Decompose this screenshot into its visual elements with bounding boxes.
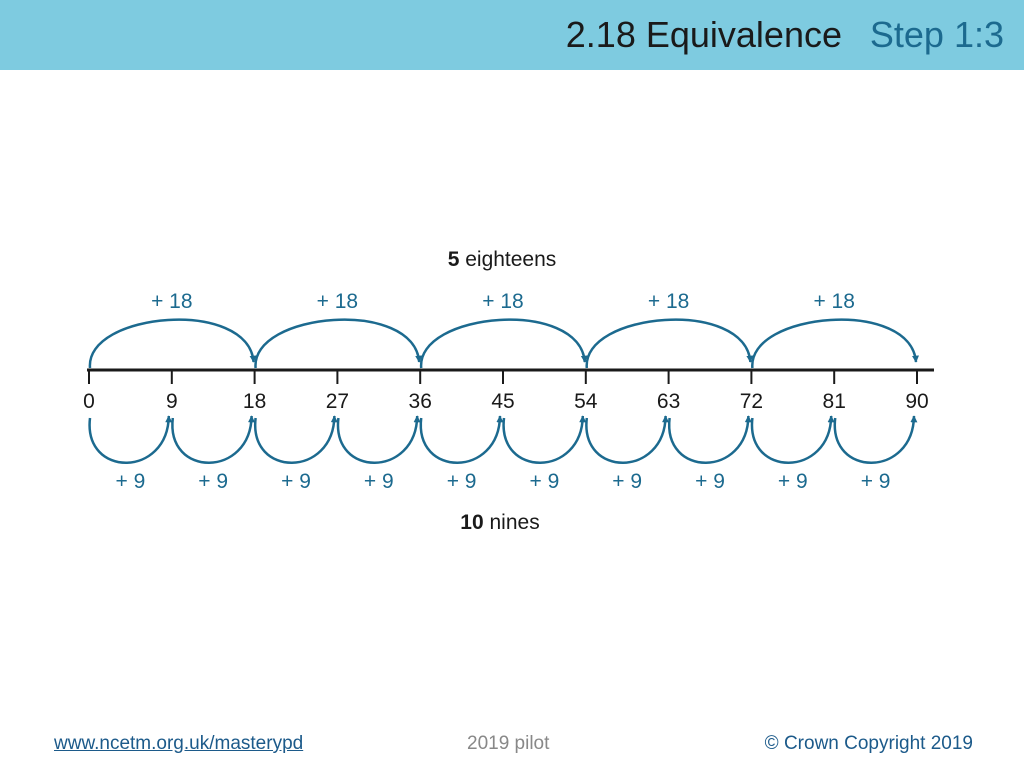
small-jump-label: + 9	[447, 470, 477, 493]
large-jump-label: + 18	[813, 290, 854, 313]
tick-label: 90	[905, 390, 928, 413]
small-jump-label: + 9	[861, 470, 891, 493]
large-jump-label: + 18	[482, 290, 523, 313]
tick-label: 54	[574, 390, 598, 413]
tick-label: 18	[243, 390, 266, 413]
large-jumps-group: + 18 + 18 + 18 + 18 + 18	[88, 290, 919, 369]
small-jump-arrow	[585, 415, 669, 464]
tick-label: 0	[83, 390, 95, 413]
footer-website-link[interactable]: www.ncetm.org.uk/masterypd	[54, 733, 304, 754]
tick-label: 72	[740, 390, 763, 413]
page-title: 2.18 Equivalence	[565, 14, 842, 55]
large-jump-arrow	[254, 318, 423, 369]
large-jump-arrow	[419, 318, 588, 369]
large-jump-arrow	[585, 318, 754, 369]
tick-label: 63	[657, 390, 680, 413]
bottom-label-number: 10	[460, 511, 483, 534]
tick-label: 36	[409, 390, 432, 413]
bottom-label: 10 nines	[460, 511, 539, 534]
small-jump-arrow	[833, 415, 918, 464]
bottom-label-text: nines	[490, 511, 540, 534]
small-jump-arrow	[668, 415, 752, 464]
top-label-number: 5	[448, 248, 460, 271]
footer-pilot-label: 2019 pilot	[467, 733, 550, 754]
small-jump-label: + 9	[612, 470, 642, 493]
small-jump-arrow	[750, 415, 835, 464]
header-bar: 2.18 Equivalence Step 1:3	[0, 0, 1024, 70]
small-jumps-group: + 9 + 9 + 9 + 9 + 9 + 9 + 9 + 9 + 9 + 9	[88, 415, 918, 493]
large-jump-label: + 18	[648, 290, 689, 313]
small-jump-arrow	[502, 415, 587, 464]
large-jump-arrow	[88, 318, 257, 369]
large-jump-label: + 18	[317, 290, 358, 313]
small-jump-arrow	[419, 415, 504, 464]
large-jump-arrow	[751, 318, 919, 369]
small-jump-label: + 9	[116, 470, 146, 493]
top-label-text: eighteens	[465, 248, 556, 271]
small-jump-arrow	[171, 415, 255, 464]
small-jump-label: + 9	[198, 470, 228, 493]
small-jump-label: + 9	[778, 470, 808, 493]
small-jump-arrow	[88, 415, 173, 464]
tick-label: 45	[491, 390, 514, 413]
small-jump-label: + 9	[364, 470, 394, 493]
tick-label: 81	[823, 390, 846, 413]
tick-label: 9	[166, 390, 178, 413]
small-jump-label: + 9	[530, 470, 560, 493]
small-jump-arrow	[336, 415, 421, 464]
top-label: 5 eighteens	[448, 248, 557, 271]
footer-copyright: © Crown Copyright 2019	[764, 733, 973, 754]
large-jump-label: + 18	[151, 290, 192, 313]
small-jump-arrow	[254, 415, 338, 464]
small-jump-label: + 9	[281, 470, 311, 493]
tick-label: 27	[326, 390, 349, 413]
small-jump-label: + 9	[695, 470, 725, 493]
step-indicator: Step 1:3	[869, 14, 1004, 55]
ticks-group: 0 9 18 27 36 45 54 63 72 81 90	[83, 370, 929, 413]
